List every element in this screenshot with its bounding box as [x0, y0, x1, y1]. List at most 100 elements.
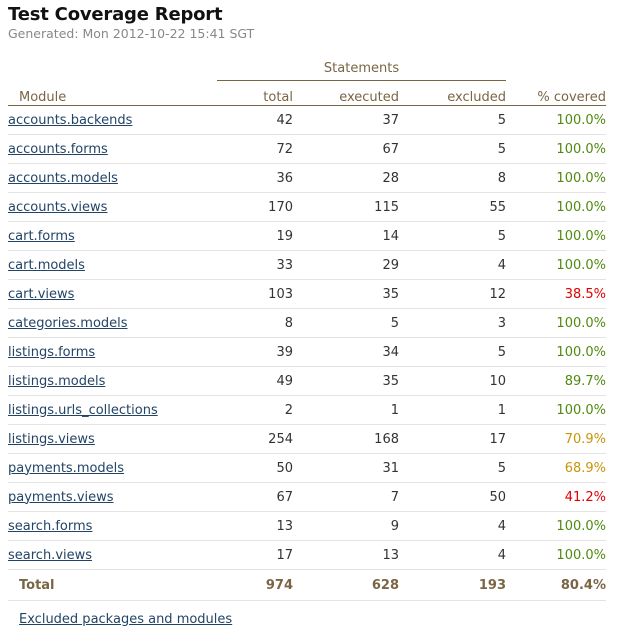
covered-cell: 100.0% — [506, 105, 606, 135]
module-cell: listings.views — [8, 424, 217, 454]
executed-cell: 67 — [293, 134, 399, 164]
module-link[interactable]: categories.models — [8, 315, 128, 331]
excluded-cell: 5 — [399, 337, 506, 367]
covered-cell: 70.9% — [506, 424, 606, 454]
covered-cell: 68.9% — [506, 453, 606, 483]
column-header-total[interactable]: total — [217, 80, 293, 106]
covered-cell: 100.0% — [506, 250, 606, 280]
executed-cell: 31 — [293, 453, 399, 483]
executed-cell: 37 — [293, 105, 399, 135]
table-row: accounts.models 36 28 8 100.0% — [8, 163, 606, 193]
column-header-module[interactable]: Module — [8, 80, 217, 106]
table-row: accounts.forms 72 67 5 100.0% — [8, 134, 606, 164]
excluded-cell: 4 — [399, 540, 506, 570]
excluded-packages-link[interactable]: Excluded packages and modules — [19, 612, 233, 627]
totals-executed: 628 — [293, 569, 399, 601]
header-group-row: Statements — [8, 56, 606, 81]
excluded-cell: 4 — [399, 250, 506, 280]
total-cell: 170 — [217, 192, 293, 222]
excluded-cell: 50 — [399, 482, 506, 512]
executed-cell: 1 — [293, 395, 399, 425]
module-cell: accounts.forms — [8, 134, 217, 164]
report-title: Test Coverage Report — [8, 4, 223, 25]
executed-cell: 9 — [293, 511, 399, 541]
module-link[interactable]: payments.views — [8, 489, 114, 505]
column-header-executed[interactable]: executed — [293, 80, 399, 106]
covered-cell: 100.0% — [506, 308, 606, 338]
excluded-cell: 12 — [399, 279, 506, 309]
covered-cell: 100.0% — [506, 540, 606, 570]
module-cell: accounts.backends — [8, 105, 217, 135]
executed-cell: 34 — [293, 337, 399, 367]
module-cell: cart.views — [8, 279, 217, 309]
header-group-spacer — [8, 56, 217, 81]
table-row: cart.forms 19 14 5 100.0% — [8, 221, 606, 251]
covered-cell: 41.2% — [506, 482, 606, 512]
executed-cell: 7 — [293, 482, 399, 512]
excluded-cell: 3 — [399, 308, 506, 338]
covered-cell: 100.0% — [506, 134, 606, 164]
table-row: listings.views 254 168 17 70.9% — [8, 424, 606, 454]
module-cell: cart.models — [8, 250, 217, 280]
covered-cell: 100.0% — [506, 511, 606, 541]
total-cell: 8 — [217, 308, 293, 338]
total-cell: 254 — [217, 424, 293, 454]
excluded-cell: 5 — [399, 221, 506, 251]
module-link[interactable]: listings.models — [8, 373, 106, 389]
table-row: search.views 17 13 4 100.0% — [8, 540, 606, 570]
module-cell: listings.urls_collections — [8, 395, 217, 425]
header-row: Module total executed excluded % covered — [8, 80, 606, 106]
covered-cell: 100.0% — [506, 337, 606, 367]
module-link[interactable]: listings.forms — [8, 344, 96, 360]
executed-cell: 28 — [293, 163, 399, 193]
table-row: cart.views 103 35 12 38.5% — [8, 279, 606, 309]
total-cell: 103 — [217, 279, 293, 309]
column-header-excluded[interactable]: excluded — [399, 80, 506, 106]
column-header-covered[interactable]: % covered — [506, 80, 606, 106]
total-cell: 19 — [217, 221, 293, 251]
module-link[interactable]: accounts.backends — [8, 112, 133, 128]
totals-row: Total 974 628 193 80.4% — [8, 569, 606, 601]
table-row: categories.models 8 5 3 100.0% — [8, 308, 606, 338]
excluded-cell: 55 — [399, 192, 506, 222]
total-cell: 2 — [217, 395, 293, 425]
table-row: cart.models 33 29 4 100.0% — [8, 250, 606, 280]
total-cell: 72 — [217, 134, 293, 164]
module-link[interactable]: accounts.forms — [8, 141, 108, 157]
totals-label: Total — [8, 569, 217, 601]
executed-cell: 5 — [293, 308, 399, 338]
totals-total: 974 — [217, 569, 293, 601]
executed-cell: 115 — [293, 192, 399, 222]
covered-cell: 100.0% — [506, 221, 606, 251]
excluded-cell: 5 — [399, 105, 506, 135]
total-cell: 13 — [217, 511, 293, 541]
module-link[interactable]: payments.models — [8, 460, 125, 476]
module-cell: listings.forms — [8, 337, 217, 367]
module-cell: listings.models — [8, 366, 217, 396]
executed-cell: 35 — [293, 366, 399, 396]
excluded-cell: 5 — [399, 134, 506, 164]
executed-cell: 14 — [293, 221, 399, 251]
totals-covered: 80.4% — [506, 569, 606, 601]
excluded-cell: 17 — [399, 424, 506, 454]
executed-cell: 13 — [293, 540, 399, 570]
covered-cell: 100.0% — [506, 163, 606, 193]
table-row: accounts.views 170 115 55 100.0% — [8, 192, 606, 222]
module-link[interactable]: cart.views — [8, 286, 75, 302]
module-cell: search.forms — [8, 511, 217, 541]
module-link[interactable]: listings.views — [8, 431, 95, 447]
table-body: accounts.backends 42 37 5 100.0% accounts.for… — [8, 105, 606, 570]
module-cell: search.views — [8, 540, 217, 570]
module-link[interactable]: cart.forms — [8, 228, 75, 244]
header-group-spacer-right — [506, 56, 606, 81]
module-cell: categories.models — [8, 308, 217, 338]
module-link[interactable]: search.forms — [8, 518, 93, 534]
module-link[interactable]: accounts.views — [8, 199, 108, 215]
covered-cell: 100.0% — [506, 395, 606, 425]
module-link[interactable]: listings.urls_collections — [8, 402, 158, 418]
module-link[interactable]: accounts.models — [8, 170, 118, 186]
covered-cell: 100.0% — [506, 192, 606, 222]
module-link[interactable]: search.views — [8, 547, 93, 563]
module-cell: accounts.views — [8, 192, 217, 222]
module-link[interactable]: cart.models — [8, 257, 85, 273]
